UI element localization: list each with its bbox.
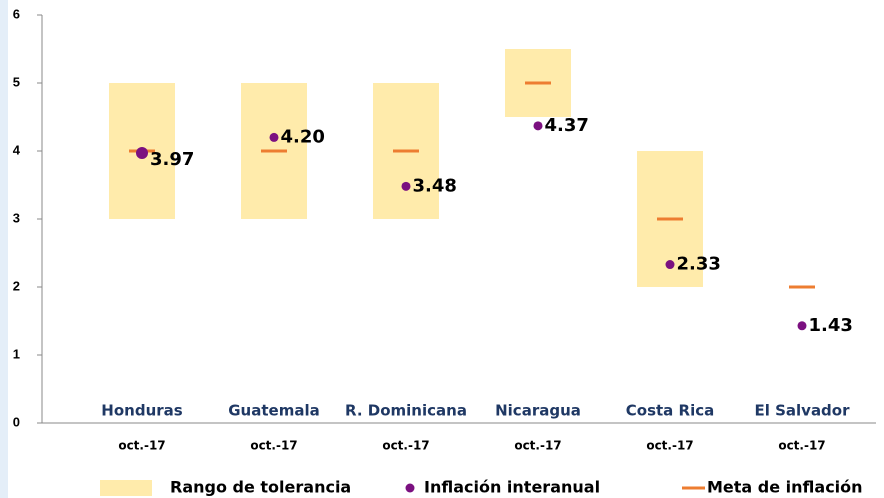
period-label: oct.-17 — [250, 439, 297, 453]
x-tick-label: Guatemala — [228, 402, 319, 420]
period-label: oct.-17 — [118, 439, 165, 453]
x-tick-label: Honduras — [101, 402, 182, 420]
value-label: 4.37 — [545, 115, 589, 136]
value-label: 3.48 — [413, 175, 457, 196]
legend-swatch — [100, 480, 152, 496]
inflation-dot — [401, 181, 411, 191]
value-label: 2.33 — [677, 254, 721, 275]
value-label: 3.97 — [150, 149, 194, 170]
y-tick-label: 0 — [13, 414, 20, 429]
period-label: oct.-17 — [382, 439, 429, 453]
x-tick-label: Costa Rica — [626, 402, 714, 420]
legend-label: Rango de tolerancia — [170, 478, 351, 497]
period-label: oct.-17 — [778, 439, 825, 453]
inflation-dot — [269, 132, 279, 142]
inflation-dot — [797, 321, 807, 331]
y-tick-label: 5 — [13, 74, 20, 89]
y-tick-label: 3 — [13, 210, 20, 225]
inflation-dot — [665, 260, 675, 270]
legend-label: Meta de inflación — [707, 478, 863, 497]
inflation-dot — [136, 147, 148, 160]
x-tick-label: R. Dominicana — [345, 402, 467, 420]
period-label: oct.-17 — [646, 439, 693, 453]
legend-swatch — [405, 483, 415, 493]
left-strip — [0, 0, 8, 498]
inflation-dot — [533, 121, 543, 131]
y-tick-label: 1 — [13, 346, 20, 361]
period-label: oct.-17 — [514, 439, 561, 453]
y-tick-label: 4 — [13, 142, 21, 157]
x-tick-label: El Salvador — [754, 402, 850, 420]
x-tick-label: Nicaragua — [495, 402, 581, 420]
value-label: 4.20 — [281, 126, 325, 147]
legend-label: Inflación interanual — [424, 478, 600, 497]
y-tick-label: 2 — [13, 278, 20, 293]
value-label: 1.43 — [809, 315, 853, 336]
y-tick-label: 6 — [13, 6, 20, 21]
